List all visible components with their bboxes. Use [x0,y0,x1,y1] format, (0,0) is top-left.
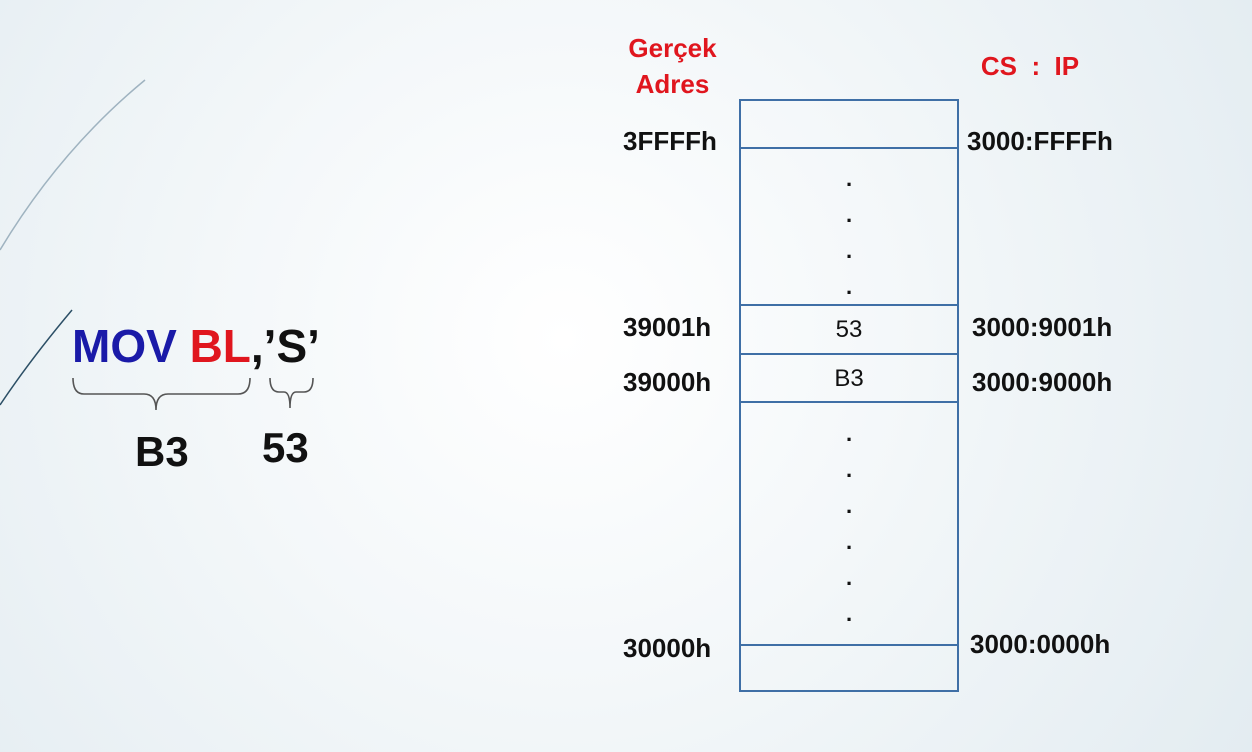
row-divider-top [741,147,957,149]
opcode-code-label: B3 [135,428,189,475]
physical-address-39000: 39000h [623,367,712,397]
physical-address-header: Gerçek Adres [628,33,717,99]
memory-cell-39001-value: 53 [835,316,863,343]
physical-address-39001: 39001h [623,312,712,342]
cs-ip-header: CS : IP [980,51,1080,81]
operand-brace [269,377,314,409]
physical-address-bottom: 30000h [623,633,712,663]
separator-text: , [250,320,264,372]
ellipsis-dot: . [845,601,853,626]
row-divider-bottom [741,644,957,646]
row-divider-39001-top [741,304,957,306]
row-divider-39000-bottom [741,401,957,403]
row-divider-39001-bottom [741,353,957,355]
logical-address-9001: 3000:9001h [972,312,1113,342]
opcode-text: MOV [72,320,177,372]
ellipsis-dot: . [845,238,853,263]
memory-map: . . . . 53 B3 . . . . . . [739,99,959,692]
operand-code-label: 53 [262,424,309,471]
ellipsis-dot: . [845,457,853,482]
ellipsis-dot: . [845,166,853,191]
operand-text: ’S’ [263,320,320,372]
ellipsis-dot: . [845,421,853,446]
instruction-text: MOV BL,’S’ [72,318,320,374]
logical-address-9000: 3000:9000h [972,367,1113,397]
memory-cell-39000-value: B3 [834,365,864,392]
instruction-braces [72,377,314,411]
ellipsis-dot: . [845,565,853,590]
ellipsis-dot: . [845,274,853,299]
register-text: BL [189,320,251,372]
physical-address-top: 3FFFFh [623,126,717,156]
logical-address-bottom: 3000:0000h [970,629,1111,659]
opcode-brace [72,377,251,411]
logical-address-top: 3000:FFFFh [967,126,1113,156]
ellipsis-dot: . [845,493,853,518]
decorative-swoosh [0,79,146,406]
ellipsis-dot: . [845,202,853,227]
ellipsis-dot: . [845,529,853,554]
